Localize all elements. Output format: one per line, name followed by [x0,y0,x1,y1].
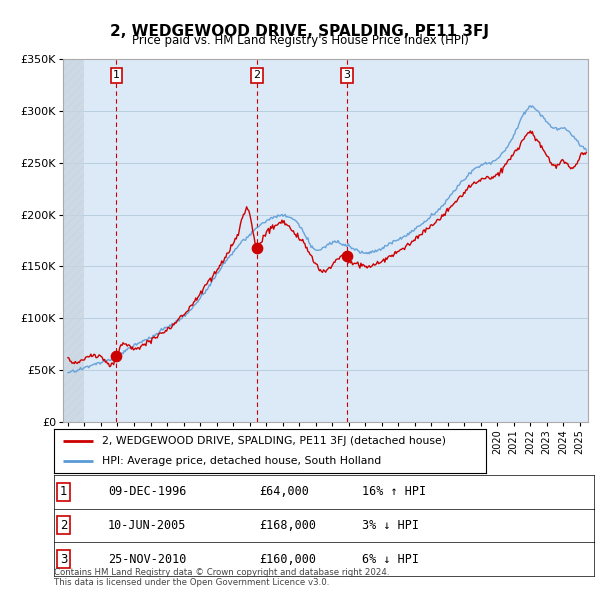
Text: 16% ↑ HPI: 16% ↑ HPI [362,485,426,499]
Text: £64,000: £64,000 [259,485,309,499]
Text: 3% ↓ HPI: 3% ↓ HPI [362,519,419,532]
Point [112,351,121,360]
Text: 2: 2 [253,70,260,80]
Text: 2, WEDGEWOOD DRIVE, SPALDING, PE11 3FJ (detached house): 2, WEDGEWOOD DRIVE, SPALDING, PE11 3FJ (… [101,436,446,446]
Point [252,243,262,253]
Text: 6% ↓ HPI: 6% ↓ HPI [362,552,419,566]
Point [342,251,352,261]
Text: 09-DEC-1996: 09-DEC-1996 [108,485,187,499]
Text: 2: 2 [60,519,67,532]
Text: 3: 3 [60,552,67,566]
Text: 1: 1 [60,485,67,499]
Polygon shape [63,59,83,422]
Text: 25-NOV-2010: 25-NOV-2010 [108,552,187,566]
Text: 1: 1 [113,70,120,80]
Text: Contains HM Land Registry data © Crown copyright and database right 2024.
This d: Contains HM Land Registry data © Crown c… [54,568,389,587]
Text: 3: 3 [343,70,350,80]
Text: 2, WEDGEWOOD DRIVE, SPALDING, PE11 3FJ: 2, WEDGEWOOD DRIVE, SPALDING, PE11 3FJ [110,24,490,38]
Text: Price paid vs. HM Land Registry's House Price Index (HPI): Price paid vs. HM Land Registry's House … [131,34,469,47]
Text: 10-JUN-2005: 10-JUN-2005 [108,519,187,532]
Text: HPI: Average price, detached house, South Holland: HPI: Average price, detached house, Sout… [101,456,381,466]
Text: £160,000: £160,000 [259,552,316,566]
Text: £168,000: £168,000 [259,519,316,532]
